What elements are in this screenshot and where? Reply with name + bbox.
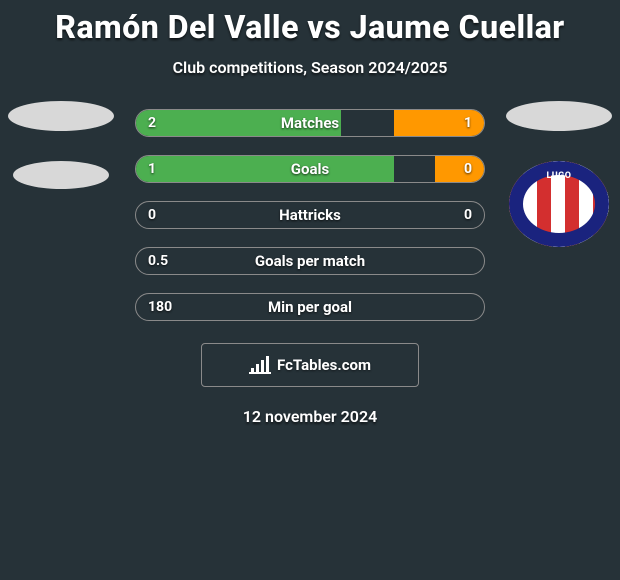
bar-chart-icon-bar	[251, 368, 254, 372]
stat-row: 1 Goals 0	[135, 155, 485, 183]
subtitle: Club competitions, Season 2024/2025	[0, 58, 620, 77]
club-logo-text: LUGO	[546, 171, 571, 181]
stat-value-left: 0.5	[148, 253, 168, 269]
stat-label: Goals per match	[255, 252, 365, 270]
stat-value-left: 1	[148, 161, 156, 177]
stat-row: 2 Matches 1	[135, 109, 485, 137]
stat-fill-right	[435, 156, 484, 182]
stat-bars: 2 Matches 1 1 Goals 0 0 Hattricks 0 0.5 Goals per …	[135, 109, 485, 321]
player-left-avatars	[8, 101, 114, 189]
stat-label: Min per goal	[268, 298, 352, 316]
stat-label: Hattricks	[279, 206, 341, 224]
stat-row: 180 Min per goal	[135, 293, 485, 321]
stat-label: Matches	[281, 114, 339, 132]
bar-chart-icon-bar	[256, 364, 259, 372]
bar-chart-icon	[249, 356, 271, 374]
generated-date: 12 november 2024	[0, 407, 620, 426]
stat-fill-left	[136, 156, 394, 182]
stat-value-left: 2	[148, 115, 156, 131]
stats-area: LUGO 2 Matches 1 1 Goals 0 0 Hattricks 0 0.5 Goals…	[0, 109, 620, 321]
stat-value-right: 1	[464, 115, 472, 131]
brand-footer: FcTables.com	[201, 343, 419, 387]
brand-text: FcTables.com	[277, 356, 371, 374]
stat-value-left: 180	[148, 299, 172, 315]
player-left-photo-placeholder	[8, 101, 114, 131]
bar-chart-icon-bar	[266, 356, 269, 372]
stat-row: 0 Hattricks 0	[135, 201, 485, 229]
player-right-club-logo: LUGO	[509, 161, 609, 247]
bar-chart-icon-bar	[261, 360, 264, 372]
player-right-avatars: LUGO	[506, 101, 612, 247]
stat-value-right: 0	[464, 161, 472, 177]
player-right-photo-placeholder	[506, 101, 612, 131]
page-title: Ramón Del Valle vs Jaume Cuellar	[0, 0, 620, 46]
stat-value-right: 0	[464, 207, 472, 223]
stat-value-left: 0	[148, 207, 156, 223]
player-left-club-placeholder	[13, 161, 109, 189]
stat-label: Goals	[291, 160, 329, 178]
stat-row: 0.5 Goals per match	[135, 247, 485, 275]
